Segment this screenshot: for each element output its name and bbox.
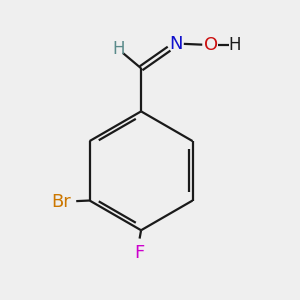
Text: H: H xyxy=(112,40,124,58)
Text: Br: Br xyxy=(52,193,71,211)
Text: O: O xyxy=(203,36,218,54)
Text: F: F xyxy=(134,244,145,262)
Text: H: H xyxy=(228,36,241,54)
Text: N: N xyxy=(169,34,183,52)
